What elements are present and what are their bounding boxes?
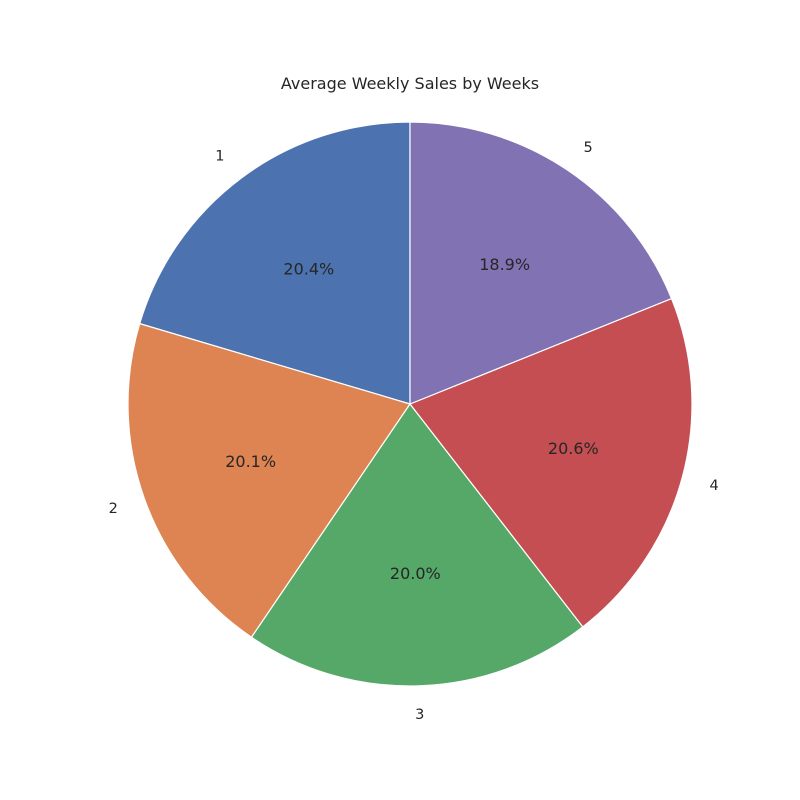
slice-percentage-label: 20.4% [283, 259, 334, 278]
slice-category-label: 1 [215, 148, 224, 164]
pie-slice-week-4 [409, 297, 693, 628]
chart-title: Average Weekly Sales by Weeks [281, 74, 539, 93]
slice-category-label: 4 [709, 478, 718, 494]
slice-percentage-label: 20.6% [548, 439, 599, 458]
slice-percentage-label: 20.1% [225, 452, 276, 471]
slice-category-label: 3 [415, 707, 424, 723]
pie-labels: 1 20.4% 2 20.1% 3 20.0% 4 20.6% 5 18.9% [109, 140, 719, 723]
pie-slice-week-1 [139, 121, 411, 405]
pie-slice-week-3 [250, 403, 584, 687]
pie-slice-week-2 [127, 323, 411, 638]
pie-slice-week-5 [409, 121, 673, 405]
slice-percentage-label: 18.9% [479, 255, 530, 274]
slice-category-label: 5 [584, 140, 593, 156]
pie-slices [127, 121, 693, 687]
slice-category-label: 2 [109, 501, 118, 517]
slice-percentage-label: 20.0% [390, 564, 441, 583]
